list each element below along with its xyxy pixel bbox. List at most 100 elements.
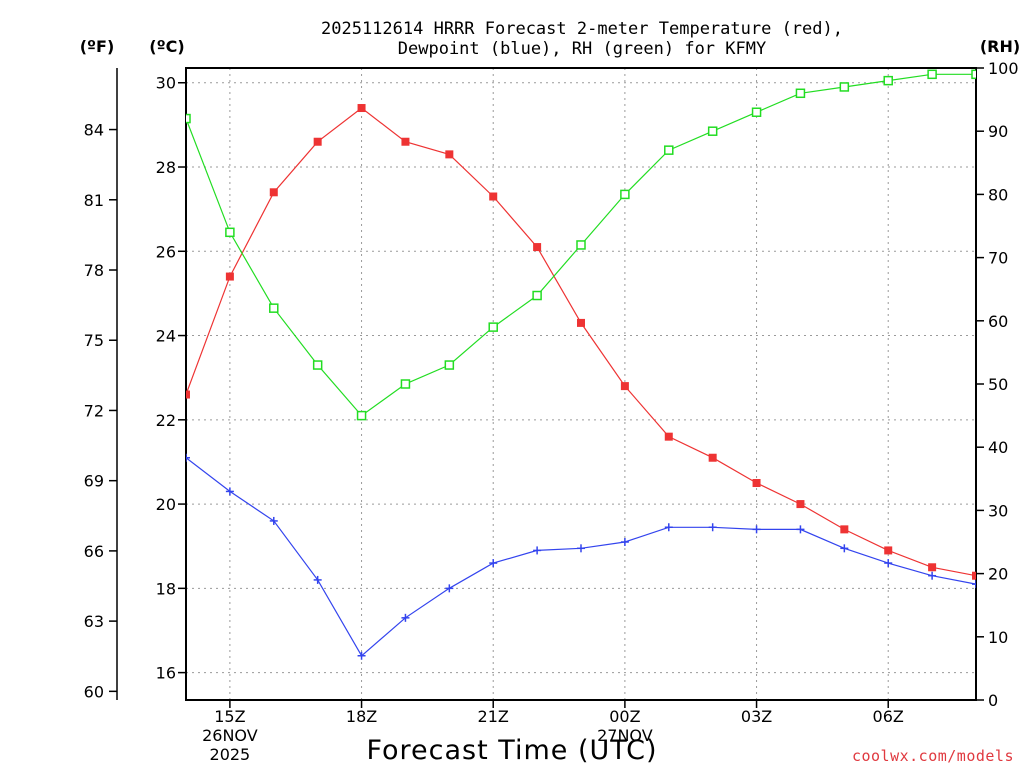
x-tick-label: 2025 bbox=[210, 745, 251, 764]
temperature-point bbox=[752, 479, 761, 488]
temperature-point bbox=[313, 137, 322, 146]
rh-tick-label: 80 bbox=[988, 185, 1008, 204]
dewpoint-point bbox=[489, 559, 498, 568]
rh-point bbox=[883, 75, 893, 86]
rh-tick-label: 70 bbox=[988, 249, 1008, 268]
rh-tick-label: 50 bbox=[988, 375, 1008, 394]
x-tick-label: 06Z bbox=[873, 707, 904, 726]
dewpoint-point bbox=[796, 525, 805, 534]
rh-point bbox=[620, 189, 630, 200]
dewpoint-point bbox=[577, 544, 585, 553]
temperature-point bbox=[884, 546, 893, 555]
temperature-point bbox=[357, 104, 366, 113]
rh-point bbox=[839, 82, 850, 92]
rh-point bbox=[269, 303, 279, 313]
celsius-tick-label: 18 bbox=[156, 579, 176, 598]
grid bbox=[186, 68, 976, 700]
rh-tick-label: 20 bbox=[988, 565, 1008, 584]
rh-tick-label: 40 bbox=[988, 438, 1008, 457]
dewpoint-point bbox=[972, 580, 976, 589]
dewpoint-point bbox=[752, 525, 761, 534]
dewpoint-point bbox=[225, 487, 234, 496]
celsius-tick-label: 30 bbox=[156, 74, 176, 93]
rh-tick-label: 100 bbox=[988, 59, 1019, 78]
dewpoint-point bbox=[401, 613, 410, 622]
temperature-point bbox=[225, 272, 234, 281]
x-tick-label: 00Z bbox=[609, 707, 640, 726]
fahrenheit-tick-label: 60 bbox=[84, 682, 104, 701]
rh-point bbox=[186, 113, 191, 124]
fahrenheit-tick-label: 75 bbox=[84, 331, 104, 350]
dewpoint-point bbox=[840, 544, 849, 553]
fahrenheit-tick-label: 81 bbox=[84, 191, 104, 210]
temperature-point bbox=[533, 243, 542, 252]
temperature-point bbox=[664, 432, 673, 441]
rh-point bbox=[751, 107, 762, 117]
temperature-point bbox=[840, 525, 849, 534]
credit-text: coolwx.com/models bbox=[852, 747, 1014, 765]
dewpoint-point bbox=[357, 651, 366, 660]
celsius-tick-label: 24 bbox=[156, 327, 176, 346]
x-tick-label: 27NOV bbox=[597, 726, 653, 745]
celsius-tick-label: 22 bbox=[156, 411, 176, 430]
dewpoint-point bbox=[533, 546, 542, 555]
temperature-point bbox=[401, 137, 410, 146]
x-axis-label: Forecast Time (UTC) bbox=[366, 735, 657, 766]
fahrenheit-tick-label: 72 bbox=[84, 401, 104, 420]
temperature-point bbox=[577, 318, 585, 327]
celsius-tick-label: 28 bbox=[156, 158, 176, 177]
temperature-point bbox=[186, 390, 190, 399]
dewpoint-point bbox=[186, 453, 190, 462]
temperature-point bbox=[708, 453, 717, 462]
rh-tick-label: 60 bbox=[988, 312, 1008, 331]
data-series bbox=[186, 69, 976, 660]
x-tick-label: 26NOV bbox=[202, 726, 258, 745]
rh-point bbox=[532, 290, 542, 301]
rh-point bbox=[312, 360, 323, 370]
celsius-unit-label: (ºC) bbox=[149, 37, 184, 56]
dewpoint-point bbox=[313, 575, 322, 584]
temperature-point bbox=[445, 150, 454, 159]
rh-unit-label: (RH) bbox=[980, 37, 1020, 56]
dewpoint-point bbox=[708, 523, 717, 532]
fahrenheit-tick-label: 63 bbox=[84, 612, 104, 631]
rh-point bbox=[576, 240, 586, 250]
temperature-point bbox=[489, 192, 498, 201]
dewpoint-point bbox=[269, 516, 278, 525]
fahrenheit-unit-label: (ºF) bbox=[80, 37, 115, 56]
plot-area bbox=[186, 69, 976, 660]
rh-point bbox=[400, 379, 411, 389]
celsius-tick-label: 26 bbox=[156, 242, 176, 261]
dewpoint-point bbox=[445, 584, 454, 593]
fahrenheit-tick-label: 69 bbox=[84, 472, 104, 491]
x-tick-label: 18Z bbox=[346, 707, 377, 726]
dewpoint-point bbox=[884, 559, 893, 568]
temperature-point bbox=[928, 563, 937, 572]
temperature-point bbox=[620, 382, 629, 391]
rh-tick-label: 10 bbox=[988, 628, 1008, 647]
rh-tick-label: 0 bbox=[988, 691, 998, 710]
dewpoint-point bbox=[928, 571, 937, 580]
fahrenheit-tick-label: 78 bbox=[84, 261, 104, 280]
x-tick-label: 21Z bbox=[478, 707, 509, 726]
temperature-line bbox=[186, 107, 976, 577]
celsius-tick-label: 16 bbox=[156, 664, 176, 683]
temperature-point bbox=[796, 500, 805, 509]
temperature-point bbox=[972, 571, 976, 580]
rh-point bbox=[356, 410, 367, 421]
x-tick-label: 03Z bbox=[741, 707, 772, 726]
rh-point bbox=[795, 88, 806, 99]
dewpoint-point bbox=[620, 538, 629, 546]
rh-point bbox=[971, 69, 976, 80]
temperature-point bbox=[269, 188, 278, 197]
x-tick-label: 15Z bbox=[214, 707, 245, 726]
rh-tick-label: 90 bbox=[988, 122, 1008, 141]
rh-point bbox=[664, 145, 674, 155]
rh-point bbox=[488, 322, 498, 332]
dewpoint-point bbox=[664, 523, 673, 532]
rh-point bbox=[707, 126, 718, 136]
plot-frame bbox=[185, 67, 977, 701]
rh-point bbox=[927, 69, 937, 80]
